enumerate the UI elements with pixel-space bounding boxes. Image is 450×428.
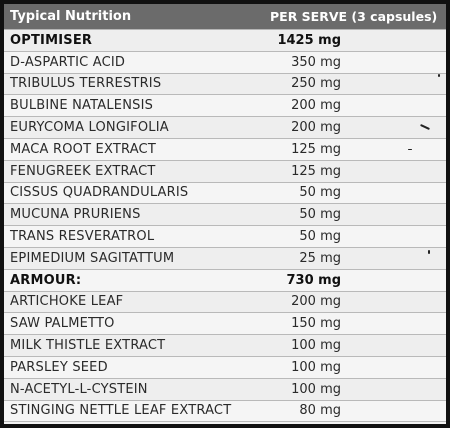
ingredient-amount: 25 mg [299,250,341,266]
ingredient-amount: 50 mg [299,229,341,245]
table-row: D-ASPARTIC ACID 350 mg [4,51,446,74]
ingredient-name: EURYCOMA LONGIFOLIA [10,120,169,136]
table-header: Typical Nutrition PER SERVE (3 capsules) [4,4,446,30]
ingredient-amount: 150 mg [291,316,341,332]
ingredient-amount: 100 mg [291,381,341,397]
table-body: OPTIMISER 1425 mg D-ASPARTIC ACID 350 mg TRI… [4,30,446,423]
table-row: EPIMEDIUM SAGITATTUM 25 mg [4,247,446,270]
table-row: SAW PALMETTO 150 mg [4,313,446,336]
ingredient-name: CISSUS QUADRANDULARIS [10,185,189,201]
ingredient-amount: 125 mg [291,141,341,157]
ingredient-amount: 50 mg [299,207,341,223]
table-row: MUCUNA PRURIENS 50 mg [4,204,446,227]
nutrition-table: Typical Nutrition PER SERVE (3 capsules)… [4,4,446,424]
section-amount: 730 mg [286,272,341,288]
ingredient-name: TRANS RESVERATROL [10,229,155,245]
table-row: STINGING NETTLE LEAF EXTRACT 80 mg [4,400,446,423]
section-name: ARMOUR: [10,272,82,288]
ingredient-name: MACA ROOT EXTRACT [10,141,156,157]
ingredient-amount: 200 mg [291,98,341,114]
table-row: BULBINE NATALENSIS 200 mg [4,95,446,118]
ingredient-amount: 250 mg [291,76,341,92]
table-row: FENUGREEK EXTRACT 125 mg [4,160,446,183]
ingredient-name: EPIMEDIUM SAGITATTUM [10,250,175,266]
table-row: EURYCOMA LONGIFOLIA 200 mg [4,117,446,139]
scan-speck [428,250,430,254]
section-row: ARMOUR: 730 mg [4,269,446,292]
table-row: MILK THISTLE EXTRACT 100 mg [4,335,446,357]
table-row: ARTICHOKE LEAF 200 mg [4,291,446,314]
table-row: N-ACETYL-L-CYSTEIN 100 mg [4,378,446,401]
section-name: OPTIMISER [10,32,93,48]
scan-speck [438,74,440,77]
table-row: TRANS RESVERATROL 50 mg [4,226,446,248]
ingredient-name: FENUGREEK EXTRACT [10,163,156,179]
table-row: MACA ROOT EXTRACT 125 mg [4,138,446,161]
ingredient-name: SAW PALMETTO [10,316,115,332]
scan-speck [408,149,412,150]
ingredient-amount: 200 mg [291,120,341,136]
ingredient-amount: 100 mg [291,359,341,375]
ingredient-name: MUCUNA PRURIENS [10,207,141,223]
ingredient-amount: 125 mg [291,163,341,179]
section-row: OPTIMISER 1425 mg [4,30,446,52]
section-amount: 1425 mg [277,32,341,48]
ingredient-name: PARSLEY SEED [10,359,108,375]
ingredient-name: TRIBULUS TERRESTRIS [10,76,162,92]
ingredient-name: D-ASPARTIC ACID [10,54,126,70]
table-row: PARSLEY SEED 100 mg [4,356,446,379]
table-row: TRIBULUS TERRESTRIS 250 mg [4,73,446,96]
ingredient-name: N-ACETYL-L-CYSTEIN [10,381,148,397]
ingredient-amount: 100 mg [291,338,341,354]
header-name: Typical Nutrition [10,9,132,24]
ingredient-amount: 50 mg [299,185,341,201]
ingredient-amount: 80 mg [299,403,341,419]
table-row: CISSUS QUADRANDULARIS 50 mg [4,182,446,205]
header-amount: PER SERVE (3 capsules) [270,9,438,24]
ingredient-name: STINGING NETTLE LEAF EXTRACT [10,403,232,419]
ingredient-name: ARTICHOKE LEAF [10,294,124,310]
ingredient-name: MILK THISTLE EXTRACT [10,338,166,354]
ingredient-name: BULBINE NATALENSIS [10,98,154,114]
ingredient-amount: 200 mg [291,294,341,310]
ingredient-amount: 350 mg [291,54,341,70]
